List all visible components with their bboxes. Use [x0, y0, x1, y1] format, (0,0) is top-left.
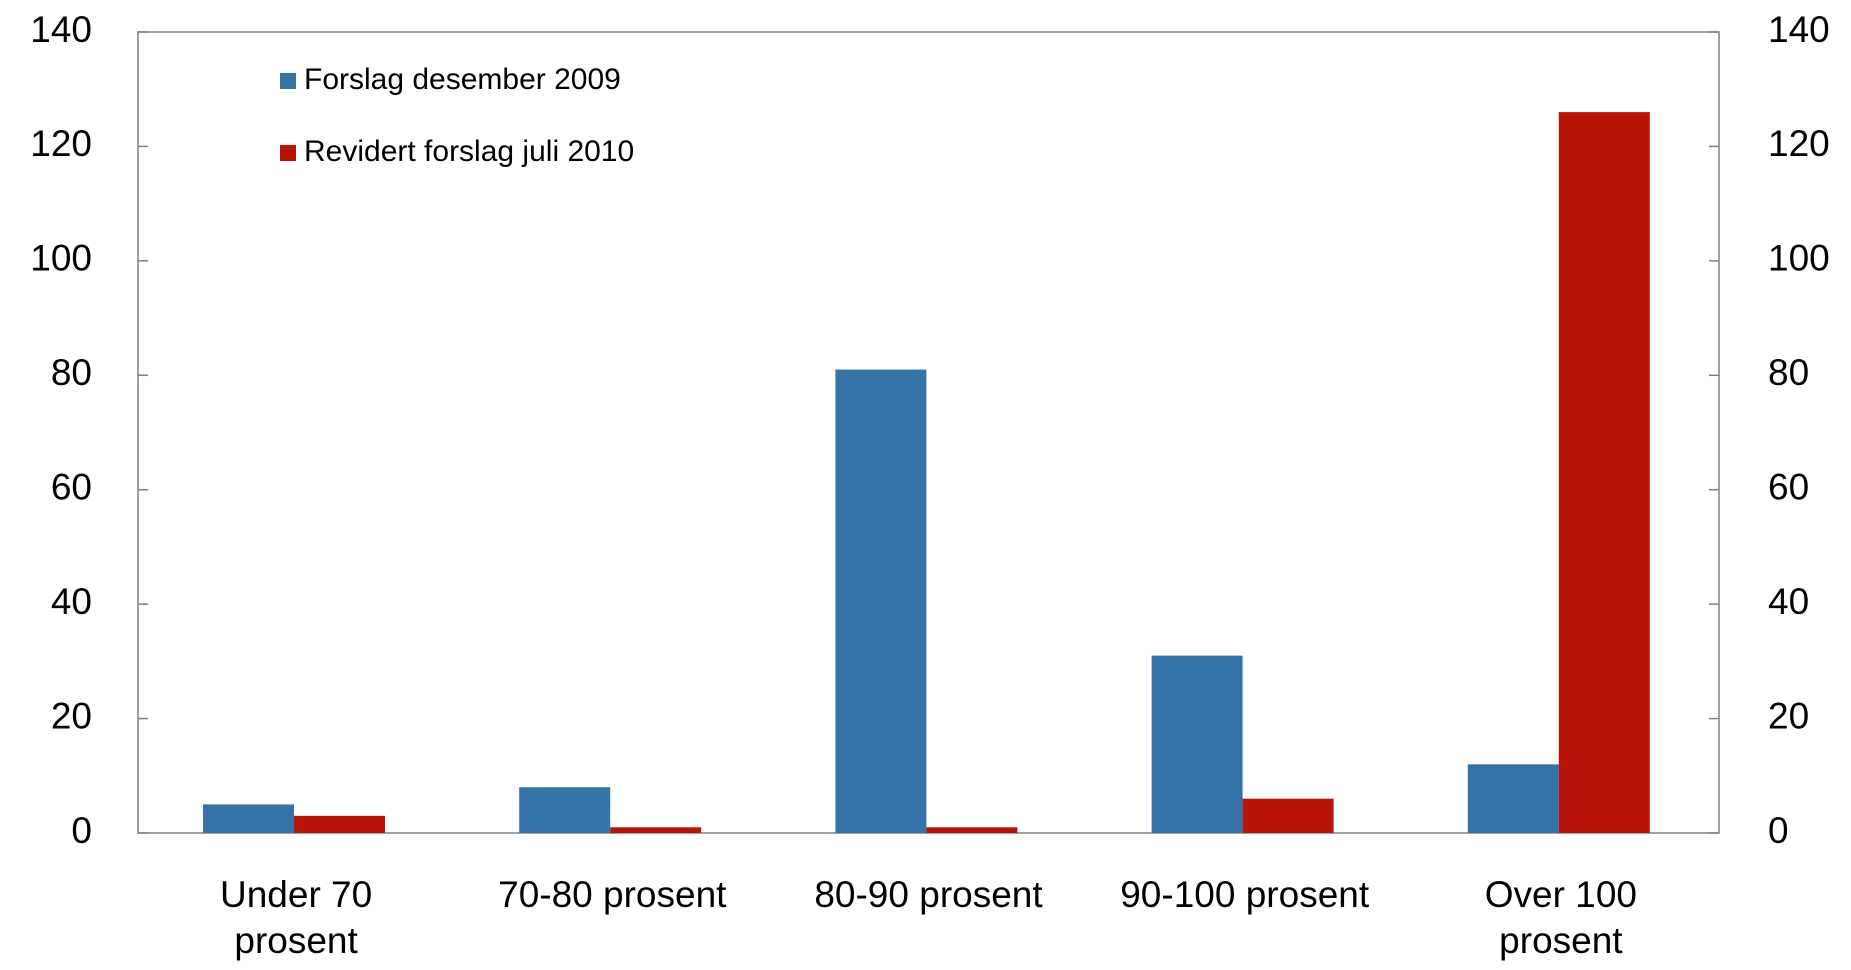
bar	[610, 827, 702, 833]
legend-swatch	[280, 145, 296, 161]
bar	[519, 787, 611, 833]
y-tick-label: 40	[51, 581, 92, 622]
y-tick-label: 20	[51, 695, 92, 736]
y-tick-label: 120	[30, 123, 92, 164]
bar	[1151, 655, 1243, 833]
y-tick-label: 80	[51, 352, 92, 393]
x-tick-label: Over 100 prosent	[1484, 874, 1637, 961]
bar	[1558, 112, 1650, 834]
y2-tick-label: 20	[1768, 695, 1809, 736]
bar	[294, 815, 385, 833]
y2-tick-label: 120	[1768, 123, 1830, 164]
y2-tick-label: 100	[1768, 238, 1830, 279]
y-tick-label: 60	[51, 466, 92, 507]
x-tick-label: Under 70 prosent	[219, 874, 373, 961]
y2-tick-label: 40	[1768, 581, 1809, 622]
legend-label: Revidert forslag juli 2010	[304, 135, 634, 168]
y2-tick-label: 0	[1768, 810, 1789, 851]
bar	[835, 369, 927, 833]
bar	[1242, 798, 1334, 833]
legend-swatch	[280, 73, 296, 89]
y-tick-label: 100	[30, 238, 92, 279]
y2-tick-label: 80	[1768, 352, 1809, 393]
y2-tick-label: 140	[1768, 9, 1830, 50]
x-tick-label: 80-90 prosent	[814, 874, 1043, 915]
bar	[203, 804, 294, 833]
y-tick-label: 0	[71, 810, 92, 851]
bar	[1467, 764, 1559, 833]
x-tick-label: 90-100 prosent	[1120, 874, 1370, 915]
bar	[926, 827, 1018, 833]
y2-tick-label: 60	[1768, 466, 1809, 507]
x-tick-label: 70-80 prosent	[498, 874, 727, 915]
y-tick-label: 140	[30, 9, 92, 50]
legend-label: Forslag desember 2009	[304, 63, 621, 96]
